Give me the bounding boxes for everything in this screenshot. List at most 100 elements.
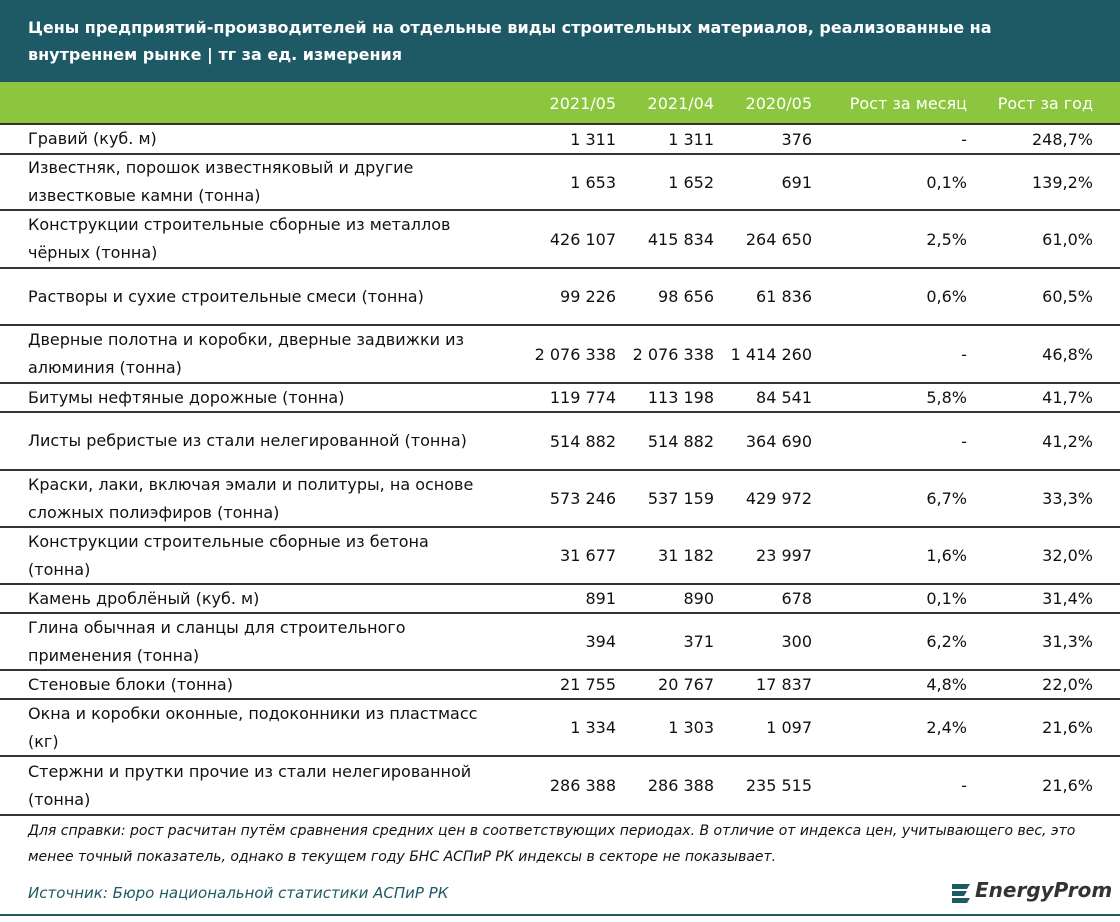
item-name: Листы ребристые из стали нелегированной …: [28, 431, 467, 450]
value-cell: 21 755: [560, 675, 616, 694]
column-header: 2020/05: [745, 94, 812, 113]
value-cell: 2 076 338: [632, 344, 714, 364]
row-rule: [0, 411, 1120, 413]
value-cell: 1 311: [570, 129, 616, 149]
row-rule: [0, 583, 1120, 585]
value-cell: 415 834: [647, 229, 714, 249]
source: Источник: Бюро национальной статистики А…: [28, 884, 449, 902]
value-cell: 1 414 260: [730, 344, 812, 364]
value-cell: 248,7%: [1031, 129, 1093, 149]
column-header: 2021/05: [549, 94, 616, 113]
value-cell: 1 652: [668, 172, 714, 192]
item-name: Битумы нефтяные дорожные (тонна): [28, 387, 345, 407]
item-name: Стеновые блоки (тонна): [28, 674, 233, 694]
row-rule: [0, 123, 1120, 125]
value-cell: 61,0%: [1042, 229, 1093, 249]
row-rule: [0, 153, 1120, 155]
value-cell: 426 107: [549, 229, 616, 249]
value-cell: 6,2%: [926, 632, 967, 651]
value-cell: 84 541: [756, 388, 812, 407]
value-cell: 33,3%: [1042, 489, 1093, 508]
value-cell: 371: [683, 632, 714, 651]
value-cell: 1 303: [668, 718, 714, 737]
value-cell: 1 311: [668, 129, 714, 149]
item-name: Стержни и прутки прочие из стали нелегир…: [28, 761, 472, 809]
row-rule: [0, 698, 1120, 700]
value-cell: 20 767: [658, 675, 714, 694]
row-rule: [0, 669, 1120, 671]
value-cell: -: [961, 776, 967, 795]
row-rule: [0, 526, 1120, 528]
value-cell: 4,8%: [926, 675, 967, 694]
value-cell: 891: [585, 589, 616, 608]
column-header: Рост за год: [997, 94, 1093, 113]
footnote: Для справки: рост расчитан путём сравнен…: [28, 823, 1076, 865]
value-cell: -: [961, 344, 967, 364]
value-cell: 514 882: [647, 431, 714, 451]
value-cell: 2 076 338: [534, 344, 616, 364]
value-cell: 31 677: [560, 546, 616, 565]
value-cell: 61 836: [756, 287, 812, 306]
value-cell: 514 882: [549, 431, 616, 451]
header-row: [0, 82, 1120, 124]
value-cell: 286 388: [549, 776, 616, 795]
value-cell: 264 650: [745, 229, 812, 249]
item-name: Камень дроблёный (куб. м): [28, 588, 260, 608]
item-name: Конструкции строительные сборные из мета…: [28, 215, 451, 262]
value-cell: 32,0%: [1042, 546, 1093, 565]
value-cell: 235 515: [745, 776, 812, 795]
logo-icon: [952, 884, 970, 903]
value-cell: 573 246: [549, 489, 616, 508]
item-name: Глина обычная и сланцы для строительного…: [28, 617, 406, 665]
logo: EnergyProm: [975, 878, 1113, 902]
item-name: Конструкции строительные сборные из бето…: [28, 531, 429, 579]
row-rule: [0, 209, 1120, 211]
value-cell: 286 388: [647, 776, 714, 795]
value-cell: 537 159: [647, 489, 714, 508]
item-name: Известняк, порошок известняковый и други…: [28, 158, 414, 205]
row-rule: [0, 324, 1120, 326]
value-cell: 5,8%: [926, 388, 967, 407]
value-cell: 300: [781, 632, 812, 651]
value-cell: 113 198: [647, 388, 714, 407]
row-rule: [0, 267, 1120, 269]
value-cell: 21,6%: [1042, 718, 1093, 737]
value-cell: 394: [585, 632, 616, 651]
value-cell: 31 182: [658, 546, 714, 565]
item-name: Окна и коробки оконные, подоконники из п…: [28, 703, 478, 751]
value-cell: 0,6%: [926, 287, 967, 306]
bottom-rule: [0, 914, 1120, 916]
value-cell: 364 690: [745, 431, 812, 451]
value-cell: 2,4%: [926, 718, 967, 737]
item-name: Краски, лаки, включая эмали и политуры, …: [28, 474, 474, 522]
value-cell: 890: [683, 589, 714, 608]
column-header: Рост за месяц: [849, 94, 967, 113]
value-cell: 678: [781, 589, 812, 608]
row-rule: [0, 814, 1120, 816]
value-cell: 98 656: [658, 287, 714, 306]
value-cell: 31,3%: [1042, 632, 1093, 651]
value-cell: 46,8%: [1042, 344, 1093, 364]
value-cell: 691: [781, 172, 812, 192]
value-cell: 17 837: [756, 675, 812, 694]
row-rule: [0, 612, 1120, 614]
value-cell: 1,6%: [926, 546, 967, 565]
value-cell: 99 226: [560, 287, 616, 306]
value-cell: 60,5%: [1042, 287, 1093, 306]
item-name: Гравий (куб. м): [28, 129, 157, 148]
value-cell: 31,4%: [1042, 589, 1093, 608]
value-cell: 41,7%: [1042, 388, 1093, 407]
value-cell: 41,2%: [1042, 431, 1093, 451]
row-rule: [0, 469, 1120, 471]
row-rule: [0, 382, 1120, 384]
value-cell: -: [961, 129, 967, 149]
value-cell: 1 334: [570, 718, 616, 737]
value-cell: 376: [781, 129, 812, 149]
value-cell: 0,1%: [926, 589, 967, 608]
value-cell: 2,5%: [926, 229, 967, 249]
value-cell: 429 972: [745, 489, 812, 508]
value-cell: -: [961, 431, 967, 451]
title: Цены предприятий-производителей на отдел…: [0, 0, 1120, 82]
value-cell: 0,1%: [926, 172, 967, 192]
